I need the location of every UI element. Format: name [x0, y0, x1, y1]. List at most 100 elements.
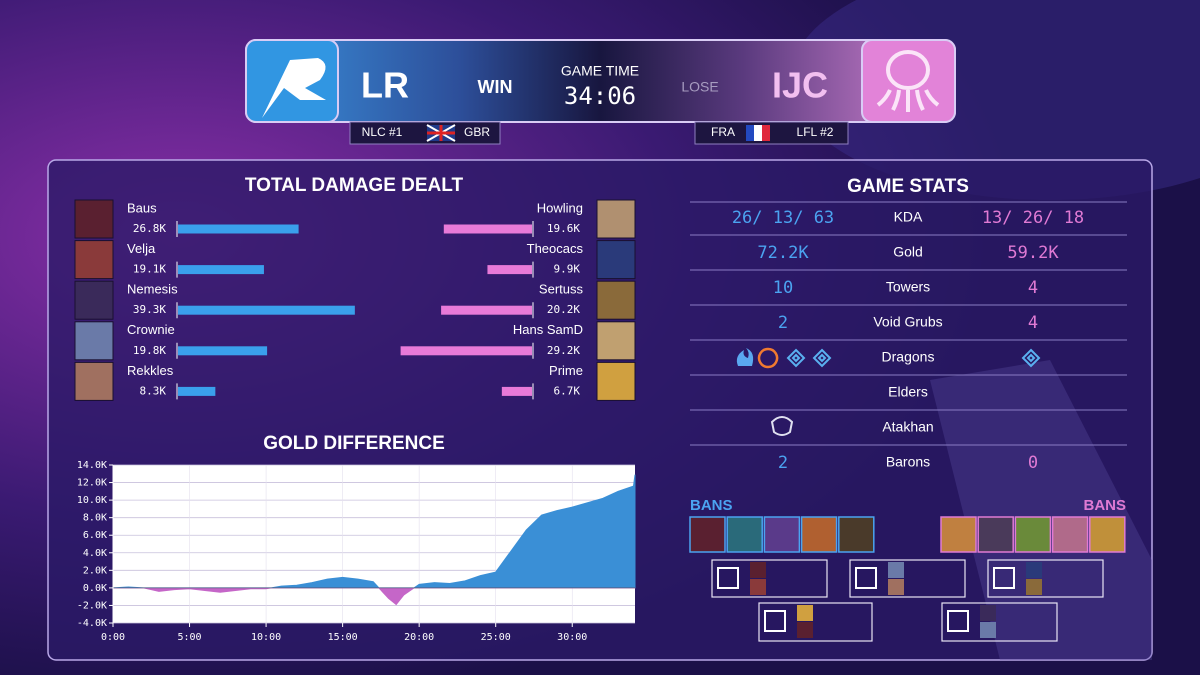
- x-tick-label: 15:00: [328, 632, 358, 643]
- portrait: [74, 361, 114, 401]
- x-tick-label: 10:00: [251, 632, 281, 643]
- stat-right: 59.2K: [1007, 243, 1059, 263]
- dragon-icon: [812, 348, 832, 368]
- stat-label: KDA: [894, 209, 923, 225]
- bar: [178, 265, 264, 275]
- player-name: Crownie: [127, 322, 175, 337]
- objective-portrait: [980, 605, 996, 621]
- objective-portrait: [1026, 562, 1042, 578]
- portrait: [596, 321, 636, 361]
- player-name: Prime: [549, 363, 583, 378]
- objective-icon: [717, 567, 739, 589]
- portrait: [596, 240, 636, 280]
- objective-box: [987, 559, 1104, 598]
- portrait: [74, 240, 114, 280]
- player-name: Sertuss: [539, 282, 584, 297]
- objective-icon: [947, 610, 969, 632]
- stat-label: Void Grubs: [873, 314, 942, 330]
- bar: [501, 386, 532, 396]
- bar: [178, 224, 299, 234]
- objective-portrait: [750, 562, 766, 578]
- value-label: 39.3K: [133, 303, 166, 316]
- portrait: [74, 321, 114, 361]
- player-name: Hans SamD: [513, 322, 583, 337]
- ban-portrait: [977, 516, 1014, 553]
- bar: [443, 224, 532, 234]
- objective-box: [758, 602, 873, 642]
- objective-portrait: [797, 605, 813, 621]
- stat-label: Dragons: [882, 349, 935, 365]
- x-tick-label: 0:00: [101, 632, 125, 643]
- atakhan-icon: [770, 416, 794, 436]
- objective-portrait: [980, 622, 996, 638]
- right-tag: LFL #2: [797, 125, 834, 139]
- y-tick-label: 12.0K: [77, 478, 107, 489]
- stat-right: 13/ 26/ 18: [982, 208, 1084, 228]
- right-logo: [876, 50, 940, 112]
- chart-title: GOLD DIFFERENCE: [263, 433, 445, 454]
- objective-portrait: [1026, 579, 1042, 595]
- y-tick-label: 6.0K: [83, 530, 107, 541]
- ban-portrait: [1014, 516, 1052, 553]
- portrait: [74, 280, 114, 320]
- objective-icon: [764, 610, 786, 632]
- objective-portrait: [888, 579, 904, 595]
- bar: [178, 386, 216, 396]
- objective-box: [849, 559, 966, 598]
- stat-label: Gold: [893, 244, 923, 260]
- dragon-icon: [757, 347, 779, 369]
- ban-portrait: [1089, 516, 1126, 553]
- flag: [427, 125, 455, 141]
- objective-portrait: [797, 622, 813, 638]
- y-tick-label: 10.0K: [77, 495, 107, 506]
- x-tick-label: 30:00: [557, 632, 587, 643]
- left-tag: NLC #1: [362, 125, 403, 139]
- stats-title: GAME STATS: [847, 176, 969, 197]
- flag: [762, 125, 770, 141]
- y-tick-label: 0.0K: [83, 583, 107, 594]
- bans-label: BANS: [690, 497, 733, 514]
- x-tick-label: 25:00: [481, 632, 511, 643]
- flag: [754, 125, 762, 141]
- y-tick-label: 8.0K: [83, 513, 107, 524]
- player-name: Nemesis: [127, 282, 178, 297]
- stat-label: Towers: [886, 279, 930, 295]
- objective-box: [941, 602, 1058, 642]
- player-name: Rekkles: [127, 363, 174, 378]
- x-tick-label: 5:00: [177, 632, 201, 643]
- objective-icon: [855, 567, 877, 589]
- value-label: 19.8K: [133, 344, 166, 357]
- left-tag: GBR: [464, 125, 490, 139]
- left-team: LR: [361, 65, 409, 106]
- game-time-label: GAME TIME: [561, 63, 639, 79]
- ban-portrait: [800, 516, 838, 553]
- stat-right: 4: [1028, 278, 1038, 298]
- stat-left: 26/ 13/ 63: [732, 208, 834, 228]
- right-result: LOSE: [681, 79, 718, 95]
- value-label: 26.8K: [133, 222, 166, 235]
- value-label: 29.2K: [547, 344, 580, 357]
- stat-right: 4: [1028, 313, 1038, 333]
- ban-portrait: [726, 516, 763, 553]
- value-label: 19.1K: [133, 263, 166, 276]
- right-tag: FRA: [711, 125, 735, 139]
- content: TOTAL DAMAGE DEALT Baus 26.8K Velja 19.1K Nem…: [74, 175, 1127, 643]
- stat-right: 0: [1028, 453, 1038, 473]
- stat-left: 72.2K: [757, 243, 809, 263]
- stat-left: 10: [773, 278, 793, 298]
- y-tick-label: 2.0K: [83, 565, 107, 576]
- y-tick-label: -2.0K: [77, 600, 107, 611]
- player-name: Howling: [537, 200, 583, 215]
- left-logo: [262, 58, 326, 118]
- portrait: [596, 199, 636, 239]
- left-tag-box: [349, 121, 501, 145]
- right-tag-box: [694, 121, 849, 145]
- player-name: Theocacs: [527, 241, 584, 256]
- stat-left: 2: [778, 453, 788, 473]
- value-label: 19.6K: [547, 222, 580, 235]
- left-result: WIN: [478, 77, 513, 97]
- value-label: 8.3K: [140, 384, 167, 397]
- player-name: Velja: [127, 241, 156, 256]
- bar: [400, 346, 532, 356]
